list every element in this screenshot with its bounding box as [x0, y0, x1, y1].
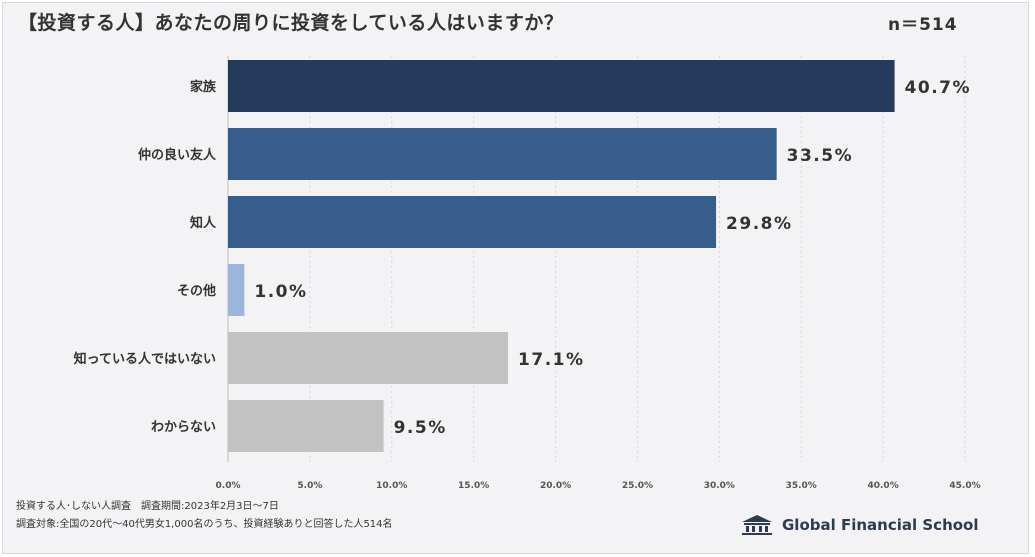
bar — [228, 128, 777, 180]
brand-name: Global Financial School — [782, 516, 979, 534]
bar — [228, 264, 245, 316]
x-tick-label: 25.0% — [622, 481, 653, 490]
school-building-icon — [742, 515, 772, 535]
data-label: 9.5% — [394, 418, 447, 438]
x-tick-label: 20.0% — [540, 481, 571, 490]
data-label: 29.8% — [726, 214, 792, 234]
x-tick-label: 40.0% — [867, 481, 898, 490]
x-tick-label: 0.0% — [216, 481, 241, 490]
x-tick-label: 10.0% — [376, 481, 407, 490]
category-label: わからない — [151, 420, 216, 435]
x-tick-label: 5.0% — [297, 481, 322, 490]
x-tick-label: 15.0% — [458, 481, 489, 490]
category-label: 家族 — [190, 79, 217, 95]
bar — [228, 332, 509, 384]
data-label: 17.1% — [518, 350, 584, 370]
bar — [228, 400, 384, 452]
brand-logo: Global Financial School — [740, 514, 979, 536]
x-tick-label: 30.0% — [704, 481, 735, 490]
x-tick-label: 45.0% — [949, 481, 980, 490]
x-tick-label: 35.0% — [786, 481, 817, 490]
category-label: その他 — [177, 283, 216, 299]
category-label: 仲の良い友人 — [138, 147, 217, 163]
category-label: 知人 — [190, 215, 217, 231]
data-label: 1.0% — [254, 282, 307, 302]
data-label: 40.7% — [905, 78, 971, 98]
survey-note-period: 投資する人･しない人調査 調査期間:2023年2月3日〜7日 — [16, 501, 279, 512]
data-label: 33.5% — [787, 146, 853, 166]
bar-chart: 0.0% 5.0% 10.0% 15.0% 20.0% 25.0% 30.0% 35.0% 40… — [74, 56, 981, 490]
category-label: 知っている人ではいない — [74, 351, 216, 367]
survey-note-target: 調査対象:全国の20代〜40代男女1,000名のうち、投資経験ありと回答した人5… — [16, 519, 393, 530]
bar — [228, 60, 895, 112]
bar — [228, 196, 717, 248]
sample-size-label: n＝514 — [888, 15, 958, 35]
chart-title: 【投資する人】あなたの周りに投資をしている人はいますか？ — [18, 12, 564, 34]
